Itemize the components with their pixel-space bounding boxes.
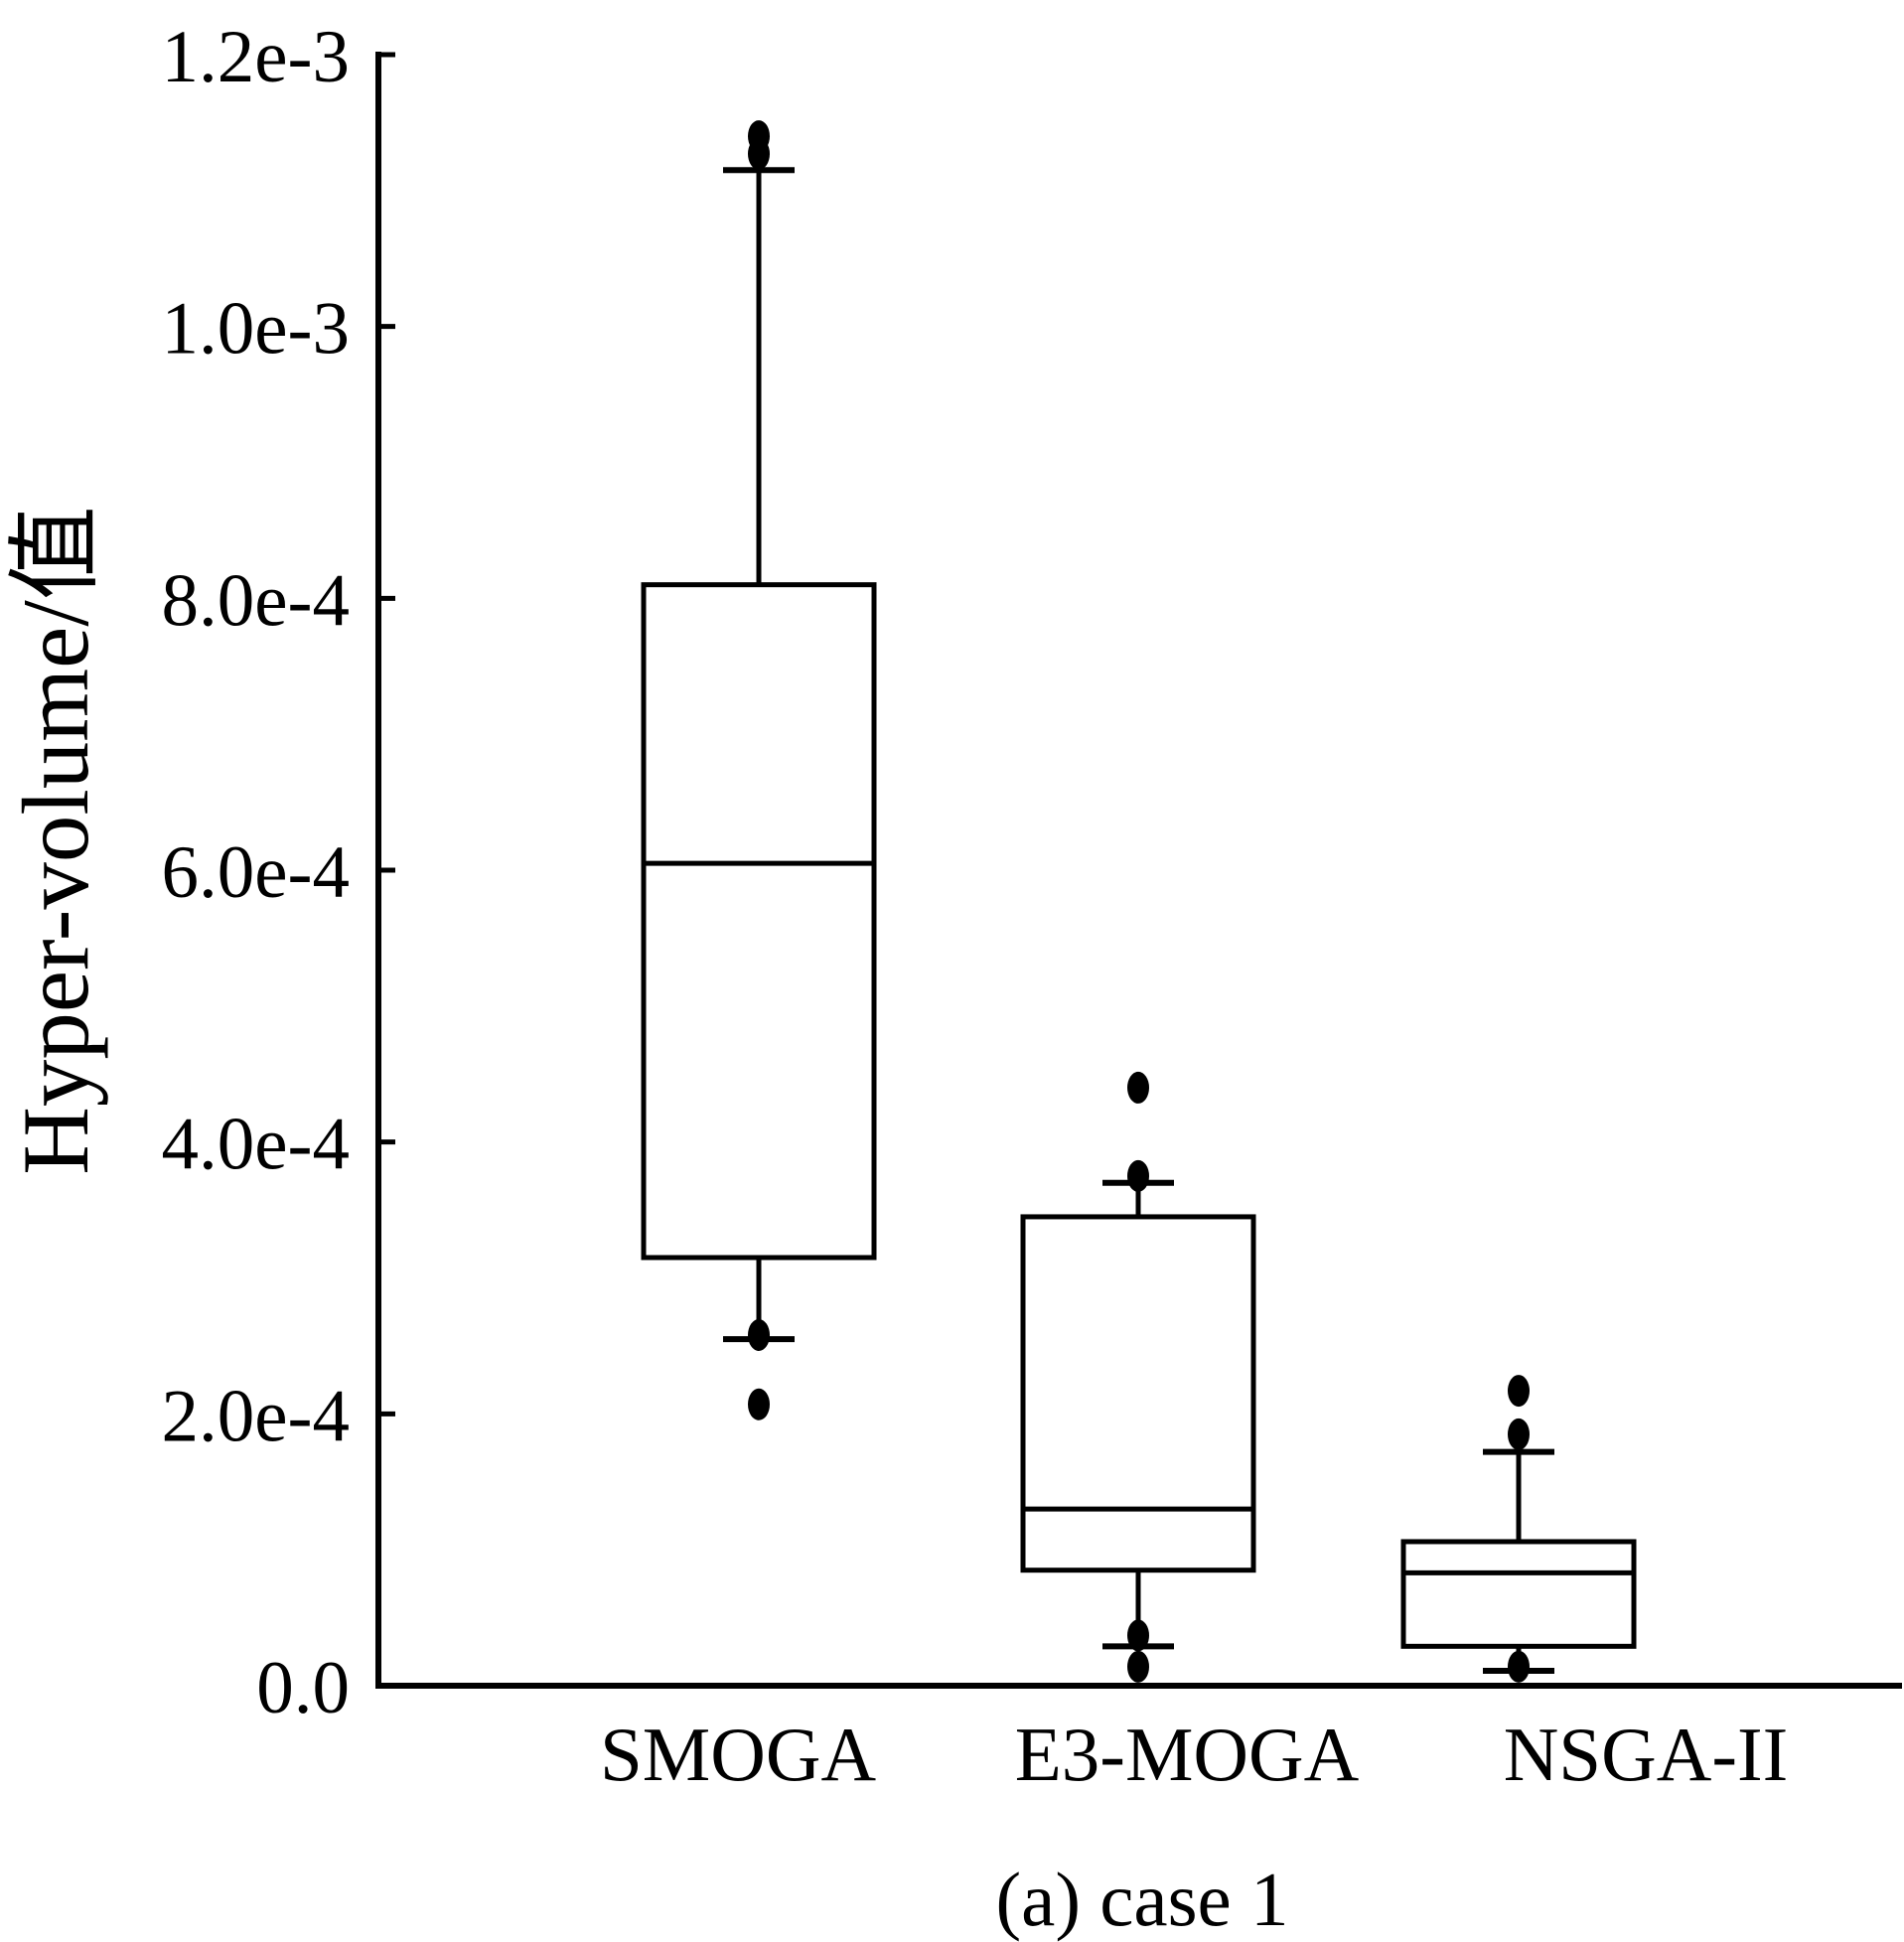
- y-tick-label: 1.2e-3: [161, 16, 350, 98]
- outlier-dot-SMOGA: [748, 1388, 770, 1420]
- x-category-label-SMOGA: SMOGA: [600, 1712, 877, 1797]
- outlier-dot-NSGA-II: [1508, 1650, 1530, 1683]
- box-E3-MOGA: [1020, 1214, 1256, 1573]
- y-tick-label: 1.0e-3: [161, 288, 350, 371]
- y-tick-label: 6.0e-4: [161, 831, 350, 914]
- boxes-group: [641, 120, 1637, 1683]
- caption: (a) case 1: [996, 1857, 1289, 1942]
- labels-group: 1.2e-3 1.0e-3 8.0e-4 6.0e-4 4.0e-4 2.0e-4 0.0 S…: [161, 16, 1788, 1797]
- outlier-dot-E3-MOGA: [1127, 1159, 1149, 1192]
- outlier-dot-SMOGA: [748, 1318, 770, 1351]
- box-SMOGA: [641, 582, 877, 1261]
- axes-group: [375, 52, 1902, 1689]
- y-tick-label: 4.0e-4: [161, 1104, 350, 1186]
- x-category-label-NSGA-II: NSGA-II: [1504, 1712, 1789, 1797]
- y-tick-label: 2.0e-4: [161, 1375, 350, 1457]
- outlier-dot-NSGA-II: [1508, 1375, 1530, 1408]
- box-NSGA-II: [1400, 1539, 1637, 1649]
- y-axis-title: Hyper-volume/值: [3, 506, 108, 1175]
- outlier-dot-E3-MOGA: [1127, 1650, 1149, 1683]
- x-category-label-E3-MOGA: E3-MOGA: [1015, 1712, 1360, 1797]
- y-tick-label: 8.0e-4: [161, 559, 350, 642]
- y-tick-label: 0.0: [256, 1647, 350, 1729]
- outlier-dot-NSGA-II: [1508, 1418, 1530, 1450]
- outlier-dot-SMOGA: [748, 137, 770, 170]
- outlier-dot-E3-MOGA: [1127, 1619, 1149, 1652]
- outlier-dot-E3-MOGA: [1127, 1071, 1149, 1104]
